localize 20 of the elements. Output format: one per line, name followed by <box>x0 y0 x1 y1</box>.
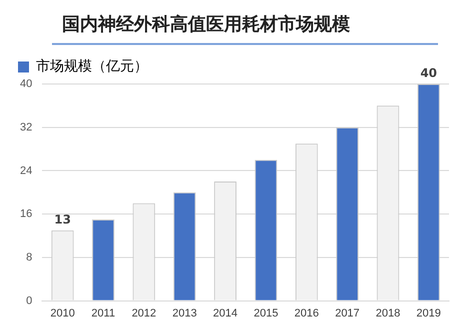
y-tick-label: 16 <box>20 208 32 220</box>
data-label: 40 <box>420 66 438 80</box>
x-tick-label: 2011 <box>91 307 116 320</box>
x-tick-label: 2016 <box>294 307 319 320</box>
chart-title: 国内神经外科高值医用耗材市场规模 <box>62 13 350 36</box>
y-tick-label: 0 <box>26 294 32 307</box>
x-tick-label: 2014 <box>213 307 238 320</box>
x-tick-label: 2017 <box>335 307 360 320</box>
x-tick-label: 2018 <box>376 307 400 320</box>
data-label: 13 <box>54 212 71 226</box>
x-tick-label: 2015 <box>254 307 278 320</box>
y-tick-label: 24 <box>20 164 32 177</box>
x-tick-label: 2013 <box>172 307 197 320</box>
y-tick-label: 32 <box>20 121 32 134</box>
x-tick-label: 2010 <box>50 307 75 320</box>
x-tick-label: 2019 <box>416 307 441 320</box>
legend-label: 市场规模（亿元） <box>36 58 148 75</box>
y-tick-label: 8 <box>26 251 32 264</box>
x-tick-label: 2012 <box>132 307 156 320</box>
y-tick-label: 40 <box>20 78 32 90</box>
